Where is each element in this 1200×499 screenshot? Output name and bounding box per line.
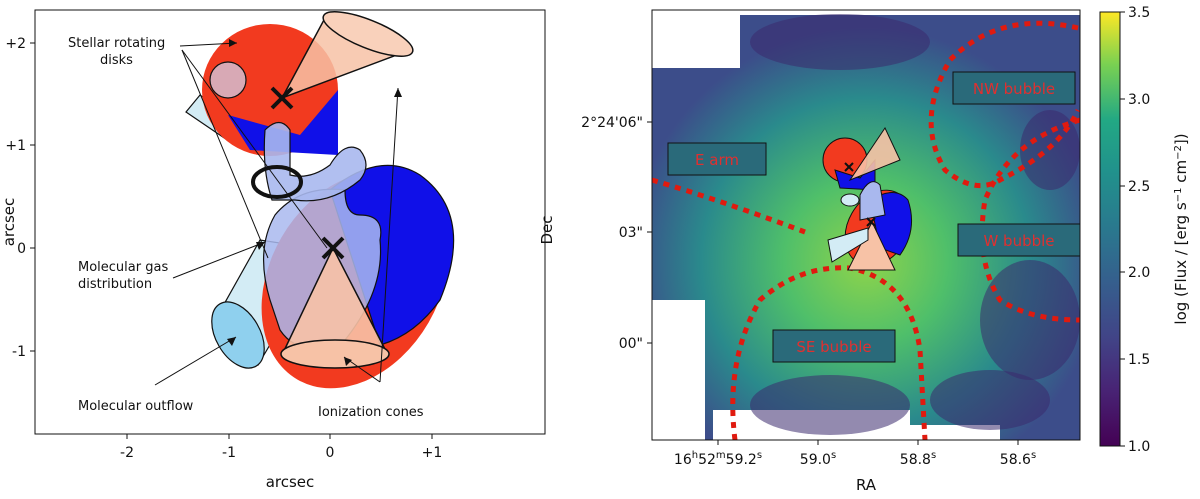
se-bubble-label: SE bubble [796,338,871,356]
ionization-cone-upper-base [322,11,414,57]
molecular-outflow-base [211,301,265,369]
left-ytick-0: +2 [5,36,26,52]
colorbar-ticks [1120,11,1125,447]
left-y-ticks [30,42,35,352]
e-arm-outline [652,177,806,235]
dec-tick-0: 2°24'06" [581,115,643,131]
colorbar-label: log (Flux / [erg s−1 cm−2]) [1172,133,1190,324]
molecular-gas-label-1: Molecular gas [78,260,168,275]
left-panel: Stellar rotating disks Molecular gas dis… [0,9,546,491]
stellar-disks-label-2: disks [100,53,133,68]
right-axes-frame [651,9,1081,441]
stellar-disk-upper-blue [228,90,338,155]
cbar-tick-2: 2.5 [1128,179,1150,195]
nw-bubble-outline [928,20,1080,189]
cbar-tick-4: 1.5 [1128,352,1150,368]
e-arm-label: E arm [695,151,739,169]
cbar-tick-0: 3.5 [1128,5,1150,21]
se-bubble-outline [730,265,928,440]
left-ytick-1: +1 [5,138,26,154]
left-schematic: Stellar rotating disks Molecular gas dis… [68,11,455,420]
left-xtick-2: 0 [326,445,335,461]
molecular-gas-label-2: distribution [78,277,152,292]
dec-label: Dec [538,215,556,244]
ionization-cones-label: Ionization cones [318,405,424,420]
left-xtick-3: +1 [422,445,443,461]
ra-tick-3: 58.6s [1000,450,1036,468]
left-ytick-3: -1 [12,344,26,360]
left-axes-frame [34,9,546,435]
left-ylabel: arcsec [0,198,18,247]
dec-tick-2: 00" [619,336,643,352]
colorbar-gradient [1099,11,1121,447]
ra-tick-1: 59.0s [800,450,836,468]
se-bubble-box: SE bubble [772,329,896,363]
right-y-ticks [647,121,652,344]
cbar-tick-1: 3.0 [1128,92,1150,108]
stellar-disk-lower-blue [329,164,455,346]
right-panel: NW bubble E arm W bubble SE bubble [538,9,1081,494]
nw-bubble-label: NW bubble [973,80,1055,98]
molecular-gas-upper [263,121,367,202]
left-x-ticks [126,434,433,439]
right-x-ticks [717,440,1019,445]
colorbar: 3.5 3.0 2.5 2.0 1.5 1.0 log (Flux / [erg… [1099,5,1190,455]
dec-tick-1: 03" [619,225,643,241]
schematic-inset [822,126,913,271]
ra-tick-2: 58.8s [900,450,936,468]
w-bubble-outline [979,117,1080,323]
stellar-disks-label-1: Stellar rotating [68,36,165,51]
ra-label: RA [856,476,877,494]
cbar-tick-5: 1.0 [1128,439,1150,455]
region-outlines [652,20,1080,440]
left-xtick-1: -1 [222,445,236,461]
agn-marker-lower [321,236,345,260]
agn-marker-upper [270,86,294,110]
left-xlabel: arcsec [266,473,315,491]
gas-clump [209,61,247,99]
left-xtick-0: -2 [120,445,134,461]
flux-map: NW bubble E arm W bubble SE bubble [652,14,1080,440]
arrow-heads [227,39,402,366]
w-bubble-label: W bubble [983,232,1054,250]
dark-regions [750,14,1080,435]
e-arm-box: E arm [667,142,767,176]
nw-bubble-box: NW bubble [952,71,1076,105]
nucleus-ring [251,165,303,199]
ra-tick-0: 16h52m59.2s [674,450,762,468]
left-ytick-2: 0 [17,241,26,257]
ionization-cone-lower-base [280,339,390,369]
molecular-outflow-label: Molecular outflow [78,399,194,414]
cbar-tick-3: 2.0 [1128,265,1150,281]
w-bubble-box: W bubble [957,223,1080,257]
